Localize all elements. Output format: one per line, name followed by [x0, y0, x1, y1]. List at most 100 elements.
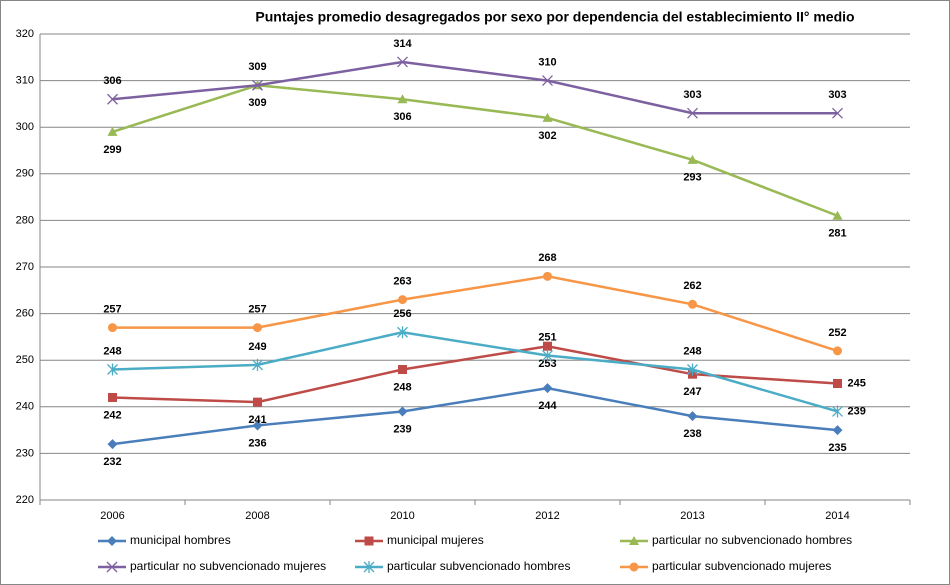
data-label: 303 — [828, 89, 846, 101]
data-label: 252 — [828, 327, 846, 339]
series-line — [112, 275, 838, 353]
data-label: 263 — [393, 276, 411, 288]
data-label: 314 — [393, 38, 412, 50]
data-label: 241 — [248, 414, 266, 426]
data-label: 293 — [683, 172, 701, 184]
marker — [542, 349, 553, 362]
marker — [107, 536, 117, 546]
marker — [687, 107, 698, 119]
legend-label: municipal mujeres — [387, 533, 484, 547]
data-label: 299 — [103, 144, 121, 156]
legend-label: particular no subvencionado mujeres — [130, 559, 326, 573]
data-label: 256 — [393, 308, 411, 320]
marker — [832, 405, 843, 418]
x-tick-label: 2006 — [100, 510, 124, 522]
series-markers — [107, 383, 843, 450]
marker — [364, 536, 374, 546]
data-label: 247 — [683, 386, 701, 398]
marker — [253, 323, 262, 333]
data-label: 248 — [103, 345, 121, 357]
marker — [397, 326, 408, 339]
y-tick-label: 290 — [16, 168, 34, 180]
data-label: 257 — [103, 303, 121, 315]
data-label: 245 — [848, 377, 866, 389]
data-label: 310 — [538, 57, 556, 69]
marker — [833, 379, 842, 388]
series-line — [112, 386, 838, 446]
chart-title: Puntajes promedio desagregados por sexo … — [255, 9, 854, 25]
marker — [687, 154, 698, 164]
data-label: 248 — [393, 381, 411, 393]
series-line — [112, 330, 838, 413]
marker — [832, 425, 843, 436]
marker — [252, 79, 263, 91]
marker — [542, 112, 553, 122]
y-tick-label: 320 — [16, 28, 34, 40]
y-tick-label: 280 — [16, 214, 34, 226]
data-label: 303 — [683, 89, 701, 101]
data-label: 236 — [248, 437, 266, 449]
marker — [832, 107, 843, 119]
y-tick-label: 220 — [16, 494, 34, 506]
marker — [688, 299, 697, 309]
data-label: 239 — [393, 423, 411, 435]
legend-label: particular subvencionado hombres — [387, 559, 570, 573]
data-label: 262 — [683, 280, 701, 292]
marker — [832, 210, 843, 220]
marker — [629, 536, 639, 545]
data-label: 238 — [683, 428, 701, 440]
data-label: 306 — [103, 75, 121, 87]
marker — [629, 562, 639, 572]
data-label: 309 — [248, 61, 266, 73]
series-line — [112, 83, 838, 217]
legend-label: municipal hombres — [130, 533, 231, 547]
legend-label: particular no subvencionado hombres — [652, 533, 852, 547]
data-label: 253 — [538, 358, 556, 370]
series-line — [112, 60, 838, 115]
series-markers — [107, 326, 843, 418]
marker — [397, 56, 408, 68]
series-markers — [108, 271, 842, 356]
x-tick-label: 2012 — [535, 510, 559, 522]
data-label: 244 — [538, 400, 557, 412]
data-label: 242 — [103, 409, 121, 421]
y-tick-label: 240 — [16, 401, 34, 413]
marker — [107, 363, 118, 376]
marker — [108, 392, 117, 402]
y-tick-label: 260 — [16, 308, 34, 320]
marker — [833, 346, 842, 356]
y-tick-label: 250 — [16, 354, 34, 366]
x-tick-label: 2014 — [825, 510, 849, 522]
marker — [107, 439, 118, 450]
marker — [107, 126, 118, 136]
series-markers — [107, 56, 843, 119]
data-label: 309 — [248, 97, 266, 109]
x-tick-label: 2008 — [245, 510, 269, 522]
data-label: 232 — [103, 456, 121, 468]
data-label: 302 — [538, 130, 556, 142]
data-label: 306 — [393, 111, 411, 123]
marker — [542, 75, 553, 87]
marker — [398, 365, 407, 375]
marker — [253, 397, 262, 407]
marker — [252, 420, 263, 431]
marker — [687, 363, 698, 376]
data-label: 249 — [248, 341, 266, 353]
marker — [543, 271, 552, 281]
data-label: 268 — [538, 252, 556, 264]
y-tick-label: 270 — [16, 261, 34, 273]
marker — [542, 383, 553, 394]
marker — [108, 323, 117, 333]
y-tick-label: 300 — [16, 121, 34, 133]
marker — [106, 561, 118, 573]
x-tick-label: 2010 — [390, 510, 414, 522]
marker — [687, 411, 698, 422]
data-label: 248 — [683, 345, 701, 357]
legend-label: particular subvencionado mujeres — [652, 559, 831, 573]
data-label: 235 — [828, 442, 846, 454]
marker — [397, 94, 408, 104]
marker — [107, 93, 118, 105]
y-tick-label: 230 — [16, 447, 34, 459]
